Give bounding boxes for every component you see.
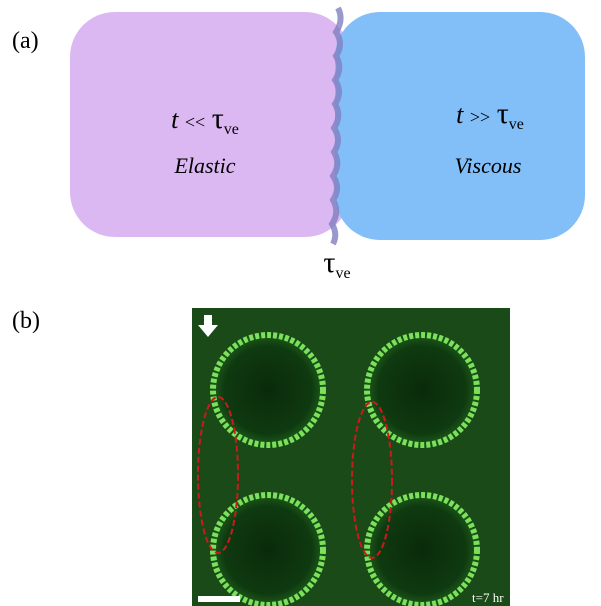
- boundary-label: τve: [323, 246, 350, 282]
- text: τ: [497, 97, 509, 130]
- text: <<: [185, 112, 205, 132]
- scale-bar: [198, 596, 240, 602]
- panel-label: (a): [12, 28, 39, 54]
- left-regime: Elastic: [173, 153, 235, 178]
- panel-label: (b): [12, 308, 40, 334]
- text: ve: [224, 121, 239, 138]
- right-regime: Viscous: [455, 153, 522, 178]
- text: τ: [212, 102, 224, 135]
- text: τ: [323, 246, 335, 279]
- timestamp: t=7 hr: [472, 590, 504, 605]
- text: ve: [335, 265, 350, 282]
- text: t: [456, 100, 464, 129]
- text: >>: [470, 107, 490, 127]
- text: ve: [509, 116, 524, 133]
- text: t: [171, 105, 179, 134]
- figure: (a) t << τve Elastic t >> τve Viscous τv…: [0, 0, 601, 606]
